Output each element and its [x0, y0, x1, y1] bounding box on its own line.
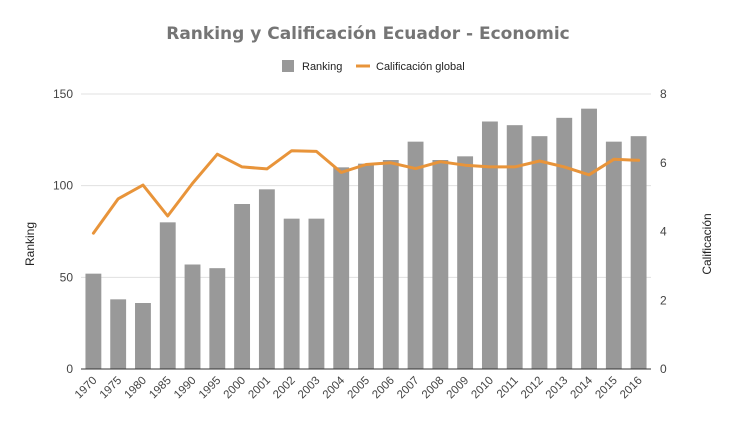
legend-label-calificacion: Calificación global	[376, 61, 465, 73]
x-tick-label: 2001	[246, 375, 273, 402]
y2-axis-label: Calificación	[700, 213, 714, 274]
y2-tick-label: 6	[660, 156, 667, 170]
x-tick-label: 2009	[445, 375, 472, 402]
x-tick-label: 1995	[197, 375, 224, 402]
bar	[308, 218, 325, 369]
x-axis-ticks: 1970197519801985199019952000200120022003…	[73, 374, 645, 401]
x-tick-label: 2006	[370, 375, 397, 402]
x-tick-label: 2007	[395, 375, 422, 402]
bar	[110, 299, 127, 369]
x-tick-label: 2016	[618, 375, 645, 402]
bar-series	[81, 108, 651, 370]
bar	[481, 121, 498, 369]
legend-swatch-ranking	[282, 60, 294, 72]
line-series	[91, 149, 641, 235]
y2-tick-label: 4	[660, 225, 667, 239]
bar	[234, 204, 251, 369]
x-tick-label: 2003	[296, 375, 323, 402]
x-tick-label: 2013	[544, 375, 571, 402]
bar	[382, 160, 399, 369]
chart-title: Ranking y Calificación Ecuador - Economi…	[166, 24, 570, 44]
bar	[605, 141, 622, 369]
y-axis-label: Ranking	[23, 222, 37, 266]
bar	[135, 303, 151, 369]
bar	[457, 156, 474, 369]
x-tick-label: 2015	[593, 375, 620, 402]
bar	[283, 218, 300, 369]
bar	[184, 264, 201, 369]
y-tick-label: 50	[60, 270, 74, 284]
bar	[159, 222, 176, 369]
x-tick-label: 2014	[569, 374, 596, 401]
y2-tick-label: 8	[660, 87, 667, 101]
x-tick-label: 2012	[519, 375, 546, 402]
series-line-calificacion	[91, 149, 641, 235]
bar	[630, 136, 647, 369]
x-tick-label: 2005	[346, 375, 373, 402]
x-tick-label: 2000	[222, 375, 249, 402]
y-tick-label: 0	[66, 362, 73, 376]
legend: Ranking Calificación global	[282, 60, 465, 73]
y2-tick-label: 0	[660, 362, 667, 376]
bar	[358, 163, 374, 369]
y-axis-left-ticks: 0 50 100 150	[53, 87, 73, 376]
bar	[258, 189, 275, 369]
bar	[531, 136, 548, 369]
x-tick-label: 2011	[495, 375, 521, 401]
x-tick-label: 2002	[271, 375, 298, 402]
x-tick-label: 2010	[469, 375, 496, 402]
bar	[407, 141, 424, 369]
y-axis-right-ticks: 0 2 4 6 8	[660, 87, 667, 376]
x-tick-label: 1985	[147, 375, 174, 402]
y-tick-label: 150	[53, 87, 73, 101]
x-tick-label: 1975	[98, 375, 125, 402]
legend-label-ranking: Ranking	[302, 61, 342, 73]
x-tick-label: 2004	[321, 374, 348, 401]
y2-tick-label: 2	[660, 293, 667, 307]
y-tick-label: 100	[53, 179, 73, 193]
bar	[581, 108, 597, 370]
bar	[209, 268, 226, 369]
x-tick-label: 1990	[172, 375, 199, 402]
bar	[506, 125, 523, 370]
bar	[85, 273, 102, 369]
x-tick-label: 1980	[122, 375, 149, 402]
bar	[432, 160, 449, 369]
bar	[556, 117, 573, 369]
x-tick-label: 1970	[73, 375, 100, 402]
bar	[333, 167, 350, 369]
x-tick-label: 2008	[420, 375, 447, 402]
